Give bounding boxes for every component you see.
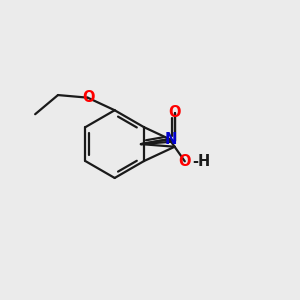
Text: O: O [178, 154, 191, 169]
Text: O: O [168, 105, 181, 120]
Text: -H: -H [192, 154, 210, 169]
Text: O: O [82, 90, 94, 105]
Text: N: N [164, 132, 177, 147]
